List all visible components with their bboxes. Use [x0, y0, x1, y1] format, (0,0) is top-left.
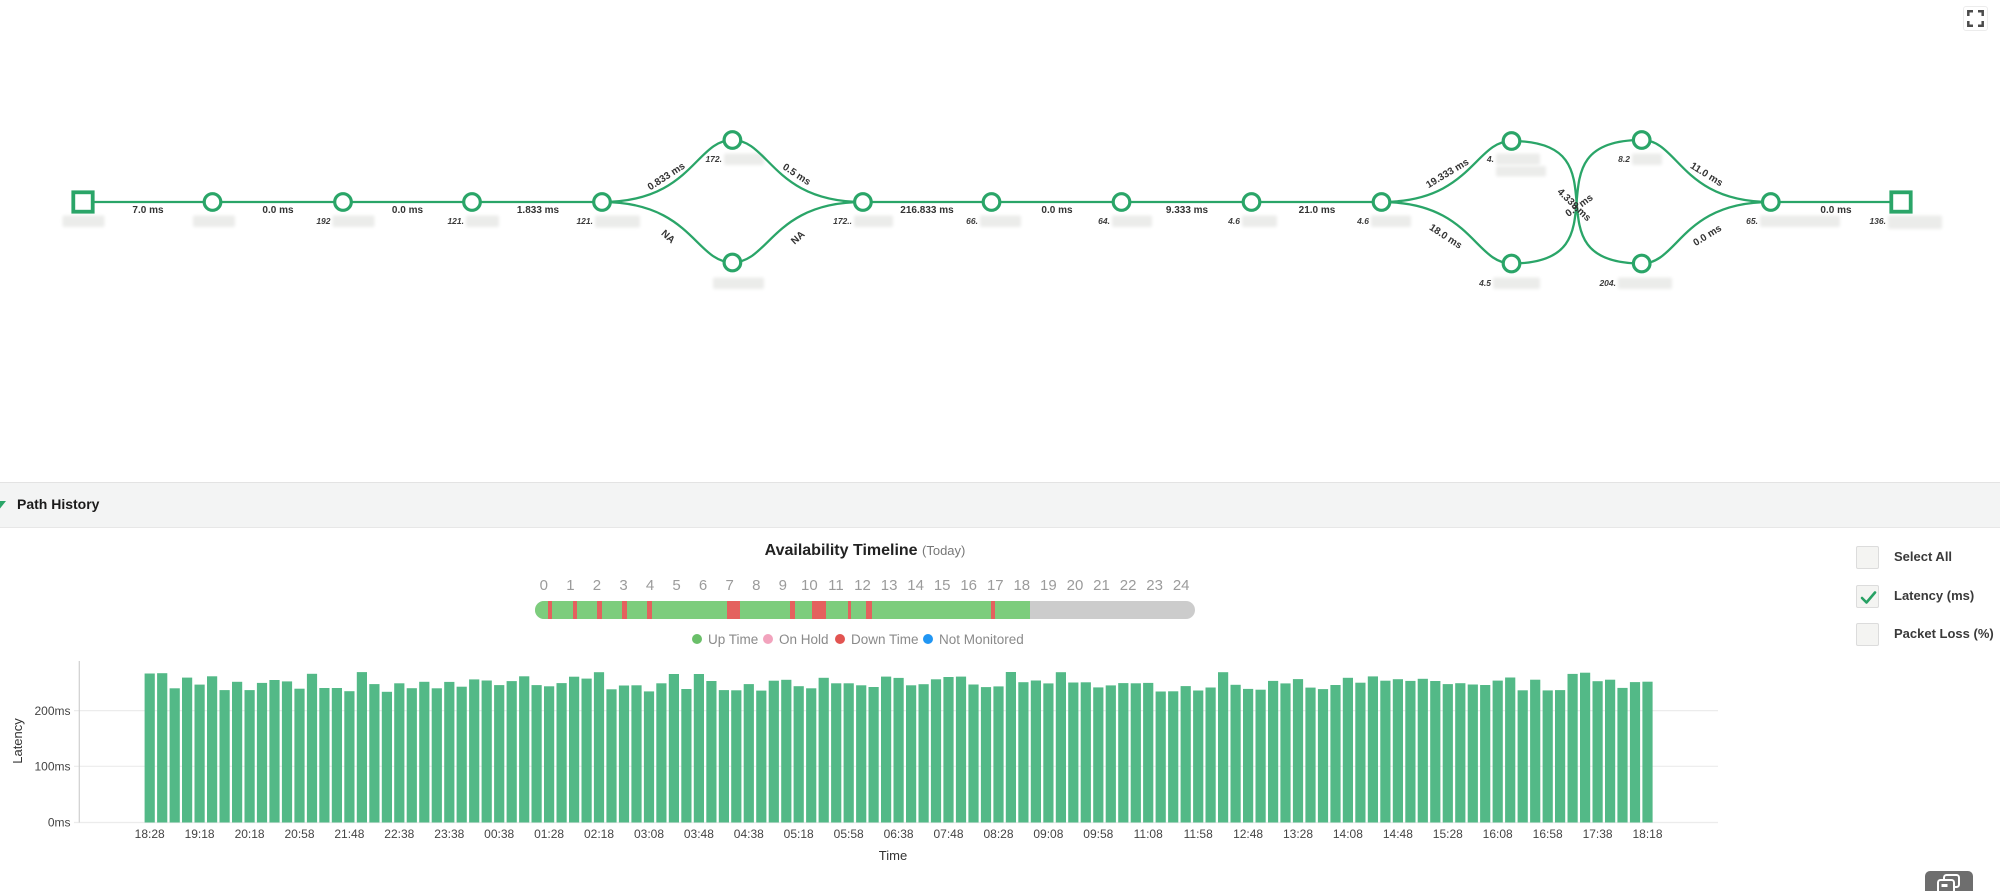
svg-text:22:38: 22:38 — [384, 827, 414, 841]
svg-text:14:08: 14:08 — [1333, 827, 1363, 841]
svg-text:0.0 ms: 0.0 ms — [262, 205, 294, 216]
svg-text:09:58: 09:58 — [1083, 827, 1113, 841]
svg-text:09:08: 09:08 — [1033, 827, 1063, 841]
svg-text:03:08: 03:08 — [634, 827, 664, 841]
svg-text:23:38: 23:38 — [434, 827, 464, 841]
svg-text:8.2: 8.2 — [1618, 154, 1630, 164]
svg-text:17:38: 17:38 — [1583, 827, 1613, 841]
svg-text:05:58: 05:58 — [834, 827, 864, 841]
svg-text:64.: 64. — [1098, 216, 1110, 226]
svg-text:02:18: 02:18 — [584, 827, 614, 841]
svg-text:20:18: 20:18 — [235, 827, 265, 841]
svg-text:20:58: 20:58 — [284, 827, 314, 841]
svg-text:16:58: 16:58 — [1533, 827, 1563, 841]
svg-text:0ms: 0ms — [48, 816, 71, 830]
svg-text:1.833 ms: 1.833 ms — [517, 205, 560, 216]
svg-text:204.: 204. — [1598, 278, 1616, 288]
svg-text:100ms: 100ms — [34, 760, 70, 774]
svg-text:11:08: 11:08 — [1134, 827, 1163, 841]
svg-text:0.0 ms: 0.0 ms — [392, 205, 424, 216]
svg-text:14:48: 14:48 — [1383, 827, 1413, 841]
svg-text:172..: 172.. — [833, 216, 852, 226]
svg-text:16:08: 16:08 — [1483, 827, 1513, 841]
svg-text:19:18: 19:18 — [185, 827, 215, 841]
svg-text:13:28: 13:28 — [1283, 827, 1313, 841]
svg-text:172.: 172. — [705, 154, 722, 164]
svg-text:15:28: 15:28 — [1433, 827, 1463, 841]
svg-text:04:38: 04:38 — [734, 827, 764, 841]
svg-text:03:48: 03:48 — [684, 827, 714, 841]
svg-text:136.: 136. — [1869, 216, 1886, 226]
svg-text:18:28: 18:28 — [135, 827, 165, 841]
svg-text:00:38: 00:38 — [484, 827, 514, 841]
svg-text:192: 192 — [316, 216, 330, 226]
svg-text:18:18: 18:18 — [1632, 827, 1662, 841]
svg-text:7.0 ms: 7.0 ms — [132, 205, 164, 216]
svg-text:21:48: 21:48 — [334, 827, 364, 841]
svg-text:4.6: 4.6 — [1227, 216, 1240, 226]
svg-text:4.6: 4.6 — [1356, 216, 1369, 226]
svg-text:216.833 ms: 216.833 ms — [900, 205, 954, 216]
svg-text:11:58: 11:58 — [1184, 827, 1213, 841]
svg-text:01:28: 01:28 — [534, 827, 564, 841]
svg-text:65.: 65. — [1746, 216, 1758, 226]
svg-text:0.0 ms: 0.0 ms — [1041, 205, 1073, 216]
svg-text:4.5: 4.5 — [1478, 278, 1491, 288]
svg-text:121.: 121. — [576, 216, 593, 226]
svg-text:Latency: Latency — [10, 718, 25, 764]
svg-text:9.333 ms: 9.333 ms — [1166, 205, 1209, 216]
svg-text:06:38: 06:38 — [884, 827, 914, 841]
svg-text:121.: 121. — [447, 216, 464, 226]
svg-text:200ms: 200ms — [34, 704, 70, 718]
svg-text:08:28: 08:28 — [983, 827, 1013, 841]
svg-text:07:48: 07:48 — [933, 827, 963, 841]
svg-text:66.: 66. — [966, 216, 978, 226]
svg-text:21.0 ms: 21.0 ms — [1299, 205, 1336, 216]
svg-text:4.: 4. — [1486, 154, 1494, 164]
svg-text:Time: Time — [879, 848, 907, 863]
svg-text:0.0 ms: 0.0 ms — [1820, 205, 1852, 216]
svg-text:12:48: 12:48 — [1233, 827, 1263, 841]
svg-text:05:18: 05:18 — [784, 827, 814, 841]
